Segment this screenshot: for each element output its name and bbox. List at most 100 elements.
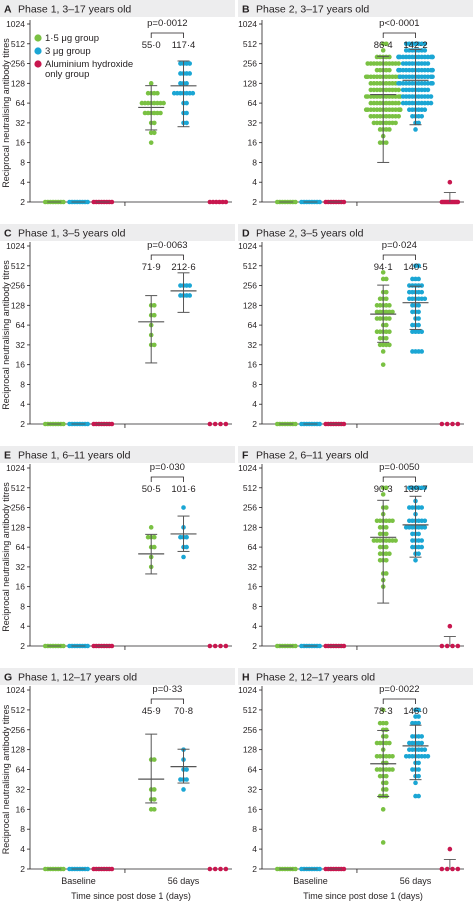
y-tick-label: 1024: [238, 463, 257, 473]
y-tick-label: 64: [248, 542, 258, 552]
point-g15-day56: [384, 531, 389, 537]
y-tick-label: 4: [252, 399, 257, 409]
point-g15-day56: [374, 329, 380, 335]
p-bracket: [150, 32, 184, 38]
point-g15-day56: [384, 322, 389, 328]
point-g3-day56: [430, 74, 435, 80]
point-g3-day56: [407, 505, 412, 510]
point-g3-day56: [416, 551, 421, 557]
panel-title: Phase 1, 12–17 years old: [18, 672, 137, 684]
point-alum-day56: [218, 866, 223, 872]
point-g15-day56: [152, 807, 157, 812]
point-g3-day56: [187, 61, 193, 66]
point-alum-day56: [218, 421, 223, 427]
gmt-label-g15: 90·3: [374, 484, 393, 495]
point-g15-day56: [377, 342, 383, 348]
point-g15-day56: [377, 525, 383, 530]
y-tick-label: 256: [243, 503, 257, 513]
point-g15-day56: [397, 107, 403, 113]
y-tick-label: 256: [11, 281, 25, 291]
y-tick-label: 256: [11, 503, 25, 513]
point-g15-day56: [365, 61, 371, 66]
gmt-label-g15: 55·0: [142, 40, 161, 51]
point-g15-day56: [152, 120, 157, 126]
p-bracket: [150, 698, 184, 704]
point-g15-day56: [152, 303, 157, 308]
point-g3-day56: [178, 534, 183, 540]
point-g15-day56: [396, 100, 402, 106]
gmt-label-g3: 139·7: [403, 484, 427, 495]
gmt-label-g3: 117·4: [172, 40, 196, 51]
y-tick-label: 512: [243, 705, 257, 715]
p-value: p=0·0012: [147, 18, 187, 29]
point-alum-day56: [455, 866, 461, 872]
y-tick-label: 128: [11, 300, 25, 310]
legend-marker-1: [34, 34, 42, 42]
y-axis-title: Reciprocal neutralising antibody titres: [1, 482, 11, 632]
panel-header-bg: [238, 668, 473, 685]
point-g15-baseline: [61, 199, 66, 205]
point-g3-day56: [184, 544, 189, 550]
point-alum-day56: [439, 643, 445, 649]
point-g15-day56: [380, 362, 386, 367]
point-g15-day56: [396, 113, 402, 119]
y-tick-label: 32: [248, 118, 258, 128]
panel-d: D Phase 2, 3–5 years old 2 4 8 16 32 64 128 256 51…: [238, 224, 473, 429]
p-value: p=0·0050: [379, 462, 419, 473]
y-tick-label: 4: [20, 844, 25, 854]
legend-label-2: 3 μg group: [45, 46, 91, 57]
y-tick-label: 8: [20, 601, 25, 611]
y-tick-label: 4: [252, 621, 257, 631]
point-g15-day56: [368, 100, 374, 106]
point-g3-day56: [403, 753, 409, 759]
y-tick-label: 1024: [6, 19, 25, 29]
point-g3-day56: [396, 54, 401, 60]
point-g3-day56: [413, 557, 418, 563]
point-g15-day56: [390, 518, 395, 524]
y-tick-label: 64: [248, 765, 258, 775]
point-g3-day56: [407, 518, 412, 524]
point-g3-baseline: [85, 421, 90, 427]
y-tick-label: 1024: [238, 241, 257, 251]
gmt-label-g3: 70·8: [174, 706, 193, 717]
point-g3-day56: [397, 74, 403, 80]
point-g15-day56: [384, 787, 389, 792]
point-g3-day56: [425, 87, 431, 93]
point-g3-day56: [416, 773, 421, 779]
point-g15-baseline: [293, 643, 298, 649]
point-g3-day56: [178, 293, 183, 298]
y-tick-label: 2: [252, 864, 257, 874]
y-tick-label: 1024: [238, 19, 257, 29]
point-g15-day56: [387, 551, 392, 557]
point-g15-day56: [145, 534, 151, 540]
point-g3-baseline: [85, 866, 90, 872]
point-g3-day56: [410, 303, 415, 308]
point-g3-day56: [410, 538, 415, 543]
legend-marker-2: [34, 47, 42, 55]
legend-label-3-line2: only group: [45, 69, 89, 80]
point-alum-day56: [444, 643, 450, 649]
point-g15-day56: [363, 107, 369, 113]
panel-c: C Phase 1, 3–5 years old 2 4 8 16 32 64 128 256 51…: [0, 224, 235, 429]
y-tick-label: 32: [16, 562, 26, 572]
y-tick-label: 8: [20, 824, 25, 834]
legend-label-3: Aluminium hydroxide: [45, 59, 133, 70]
point-g3-day56: [416, 316, 421, 321]
y-tick-label: 8: [252, 157, 257, 167]
panel-title: Phase 2, 3–17 years old: [256, 4, 369, 16]
y-tick-label: 16: [248, 804, 258, 814]
point-g15-day56: [368, 113, 374, 119]
point-alum-baseline: [341, 421, 347, 427]
point-alum-baseline: [109, 199, 115, 205]
point-g3-day56: [430, 54, 435, 60]
x-category-56days: 56 days: [400, 876, 432, 886]
legend-marker-3: [34, 60, 42, 68]
point-alum-day56: [220, 199, 225, 205]
panel-header-bg: [238, 224, 473, 241]
x-axis-title: Time since post dose 1 (days): [303, 891, 423, 901]
p-bracket: [382, 32, 416, 38]
point-g3-day56: [422, 48, 428, 53]
y-tick-label: 2: [252, 197, 257, 207]
point-alum-day56: [450, 421, 455, 427]
y-tick-label: 4: [252, 844, 257, 854]
